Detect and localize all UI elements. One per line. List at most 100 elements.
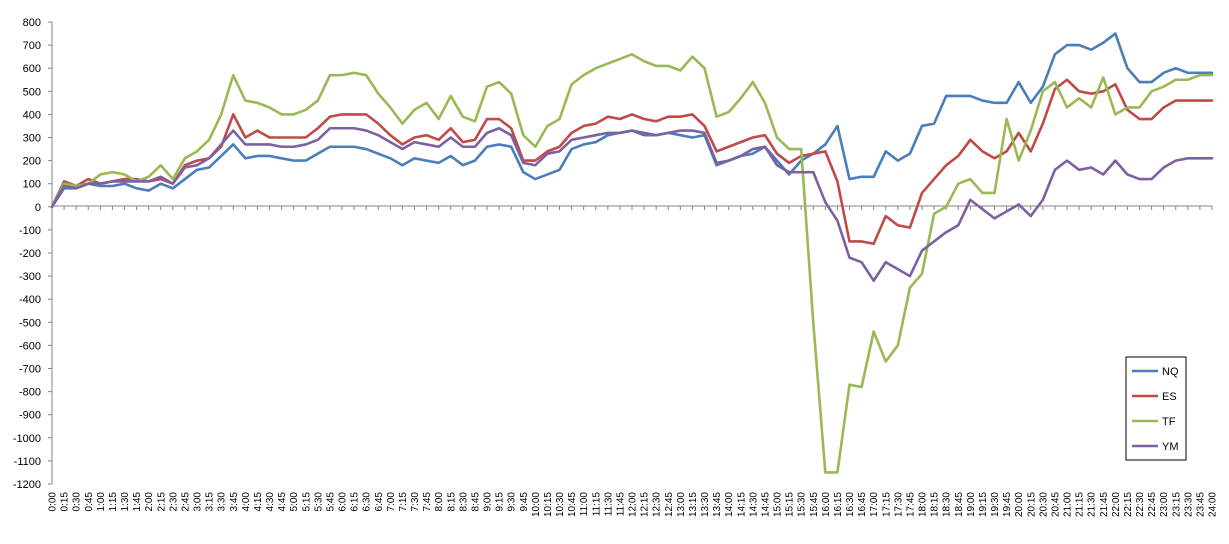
series-line-es: [50, 78, 1214, 246]
x-tick-label: 13:15: [688, 492, 699, 517]
x-tick-label: 23:15: [1171, 492, 1182, 517]
x-tick-label: 10:45: [567, 492, 578, 517]
x-tick-label: 9:45: [519, 492, 530, 512]
x-tick-label: 9:15: [495, 492, 506, 512]
x-tick-label: 22:45: [1147, 492, 1158, 517]
y-tick-label: -600: [19, 340, 41, 352]
x-tick-label: 17:45: [905, 492, 916, 517]
x-tick-label: 14:00: [724, 492, 735, 517]
x-tick-label: 5:15: [301, 492, 312, 512]
y-tick-label: 300: [23, 133, 41, 145]
x-tick-label: 15:15: [785, 492, 796, 517]
x-tick-label: 19:15: [978, 492, 989, 517]
x-tick-label: 23:00: [1159, 492, 1170, 517]
x-tick-label: 2:15: [156, 492, 167, 512]
x-tick-label: 6:30: [362, 492, 373, 512]
x-tick-label: 3:45: [229, 492, 240, 512]
x-tick-label: 5:45: [325, 492, 336, 512]
x-tick-label: 7:15: [398, 492, 409, 512]
x-tick-label: 17:15: [881, 492, 892, 517]
x-tick-label: 0:30: [72, 492, 83, 512]
x-tick-label: 23:45: [1195, 492, 1206, 517]
y-tick-label: 500: [23, 86, 41, 98]
x-tick-label: 15:30: [797, 492, 808, 517]
x-tick-label: 11:45: [615, 492, 626, 517]
x-tick-label: 7:30: [410, 492, 421, 512]
x-tick-label: 15:00: [773, 492, 784, 517]
x-tick-label: 19:30: [990, 492, 1001, 517]
x-tick-label: 20:45: [1050, 492, 1061, 517]
x-tick-label: 20:00: [1014, 492, 1025, 517]
x-tick-label: 5:30: [313, 492, 324, 512]
y-tick-label: -1200: [13, 479, 41, 491]
x-tick-label: 3:00: [193, 492, 204, 512]
x-tick-label: 12:00: [628, 492, 639, 517]
series-line-nq: [50, 32, 1214, 209]
y-tick-label: -500: [19, 317, 41, 329]
x-tick-label: 8:45: [470, 492, 481, 512]
y-tick-label: -1100: [14, 456, 41, 468]
x-tick-label: 14:30: [748, 492, 759, 517]
x-tick-label: 2:45: [180, 492, 191, 512]
x-tick-label: 7:45: [422, 492, 433, 512]
x-tick-label: 10:15: [543, 492, 554, 517]
x-tick-label: 15:45: [809, 492, 820, 517]
y-tick-label: -200: [19, 248, 41, 260]
x-tick-label: 17:30: [893, 492, 904, 517]
legend-label-tf: TF: [1162, 416, 1176, 428]
x-tick-label: 5:00: [289, 492, 300, 512]
x-tick-label: 4:00: [241, 492, 252, 512]
x-tick-label: 2:00: [144, 492, 155, 512]
x-tick-label: 4:30: [265, 492, 276, 512]
legend-box: [1125, 356, 1187, 461]
x-tick-label: 16:45: [857, 492, 868, 517]
y-tick-label: 600: [23, 63, 41, 75]
y-tick-label: 800: [23, 17, 41, 29]
y-tick-label: -800: [19, 387, 41, 399]
x-tick-label: 13:00: [676, 492, 687, 517]
x-tick-label: 0:45: [84, 492, 95, 512]
x-tick-label: 20:15: [1026, 492, 1037, 517]
x-tick-label: 20:30: [1038, 492, 1049, 517]
x-tick-label: 1:30: [120, 492, 131, 512]
x-tick-label: 21:30: [1087, 492, 1098, 517]
x-tick-label: 8:00: [434, 492, 445, 512]
x-tick-label: 21:00: [1063, 492, 1074, 517]
legend-label-ym: YM: [1162, 441, 1179, 453]
x-tick-label: 10:30: [555, 492, 566, 517]
x-axis: 0:00 0:15 0:30 0:45 1:00 1:15 1:30 1:45 2:00 2:15…: [48, 205, 1219, 517]
x-tick-label: 21:45: [1099, 492, 1110, 517]
x-tick-label: 18:45: [954, 492, 965, 517]
x-tick-label: 12:45: [664, 492, 675, 517]
x-tick-label: 16:30: [845, 492, 856, 517]
x-tick-label: 4:45: [277, 492, 288, 512]
x-tick-label: 0:15: [60, 492, 71, 512]
legend-label-nq: NQ: [1162, 366, 1179, 378]
y-tick-label: 700: [23, 40, 41, 52]
x-tick-label: 7:00: [386, 492, 397, 512]
y-tick-label: -900: [19, 410, 41, 422]
x-tick-label: 17:00: [869, 492, 880, 517]
x-tick-label: 1:15: [108, 492, 119, 512]
x-tick-label: 18:30: [942, 492, 953, 517]
x-tick-label: 14:45: [760, 492, 771, 517]
x-tick-label: 22:00: [1111, 492, 1122, 517]
x-tick-label: 12:15: [640, 492, 651, 517]
x-tick-label: 4:15: [253, 492, 264, 512]
x-tick-label: 21:15: [1075, 492, 1086, 517]
series-line-tf: [50, 53, 1214, 474]
x-tick-label: 16:00: [821, 492, 832, 517]
x-tick-label: 3:15: [205, 492, 216, 512]
x-tick-label: 10:00: [531, 492, 542, 517]
y-tick-label: -300: [19, 271, 41, 283]
series-line-ym: [50, 126, 1214, 283]
x-tick-label: 24:00: [1208, 492, 1219, 517]
x-tick-label: 16:15: [833, 492, 844, 517]
x-tick-label: 11:30: [603, 492, 614, 517]
x-tick-label: 8:30: [458, 492, 469, 512]
y-tick-label: 100: [23, 179, 41, 191]
x-tick-label: 13:30: [700, 492, 711, 517]
x-tick-label: 0:00: [48, 492, 59, 512]
